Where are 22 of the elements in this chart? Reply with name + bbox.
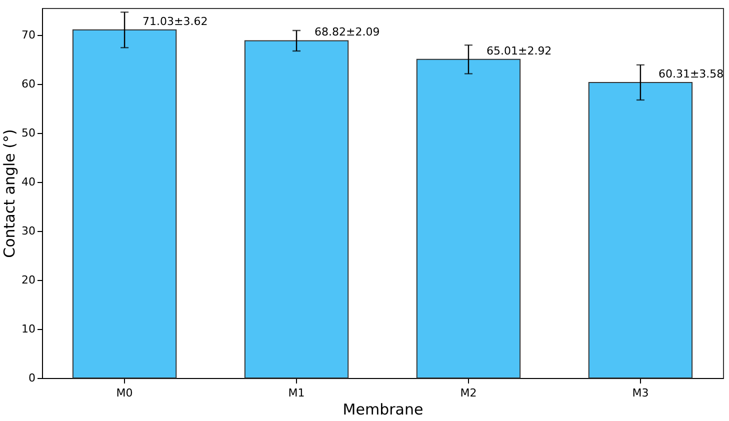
y-tick-label: 60 (22, 77, 36, 90)
data-label: 68.82±2.09 (314, 26, 380, 39)
x-axis-title: Membrane (342, 400, 424, 418)
data-label: 60.31±3.58 (658, 67, 724, 80)
x-tick-label: M2 (460, 386, 477, 400)
data-label: 71.03±3.62 (142, 14, 208, 28)
y-tick-label: 0 (28, 372, 36, 384)
x-tick-label: M1 (288, 386, 305, 400)
y-tick-label: 50 (22, 126, 36, 140)
bar (588, 82, 693, 378)
bar (416, 58, 521, 378)
bar (244, 40, 349, 378)
y-tick-label: 70 (22, 28, 36, 42)
y-tick-label: 40 (22, 175, 36, 188)
y-tick-label: 30 (22, 224, 36, 238)
y-tick-label: 10 (22, 322, 36, 336)
y-axis-title: Contact angle (°) (0, 129, 19, 258)
x-tick-label: M0 (116, 386, 133, 400)
x-tick-label: M3 (632, 386, 649, 400)
y-tick-label: 20 (22, 273, 36, 286)
bar (72, 29, 177, 378)
data-label: 65.01±2.92 (486, 44, 552, 58)
